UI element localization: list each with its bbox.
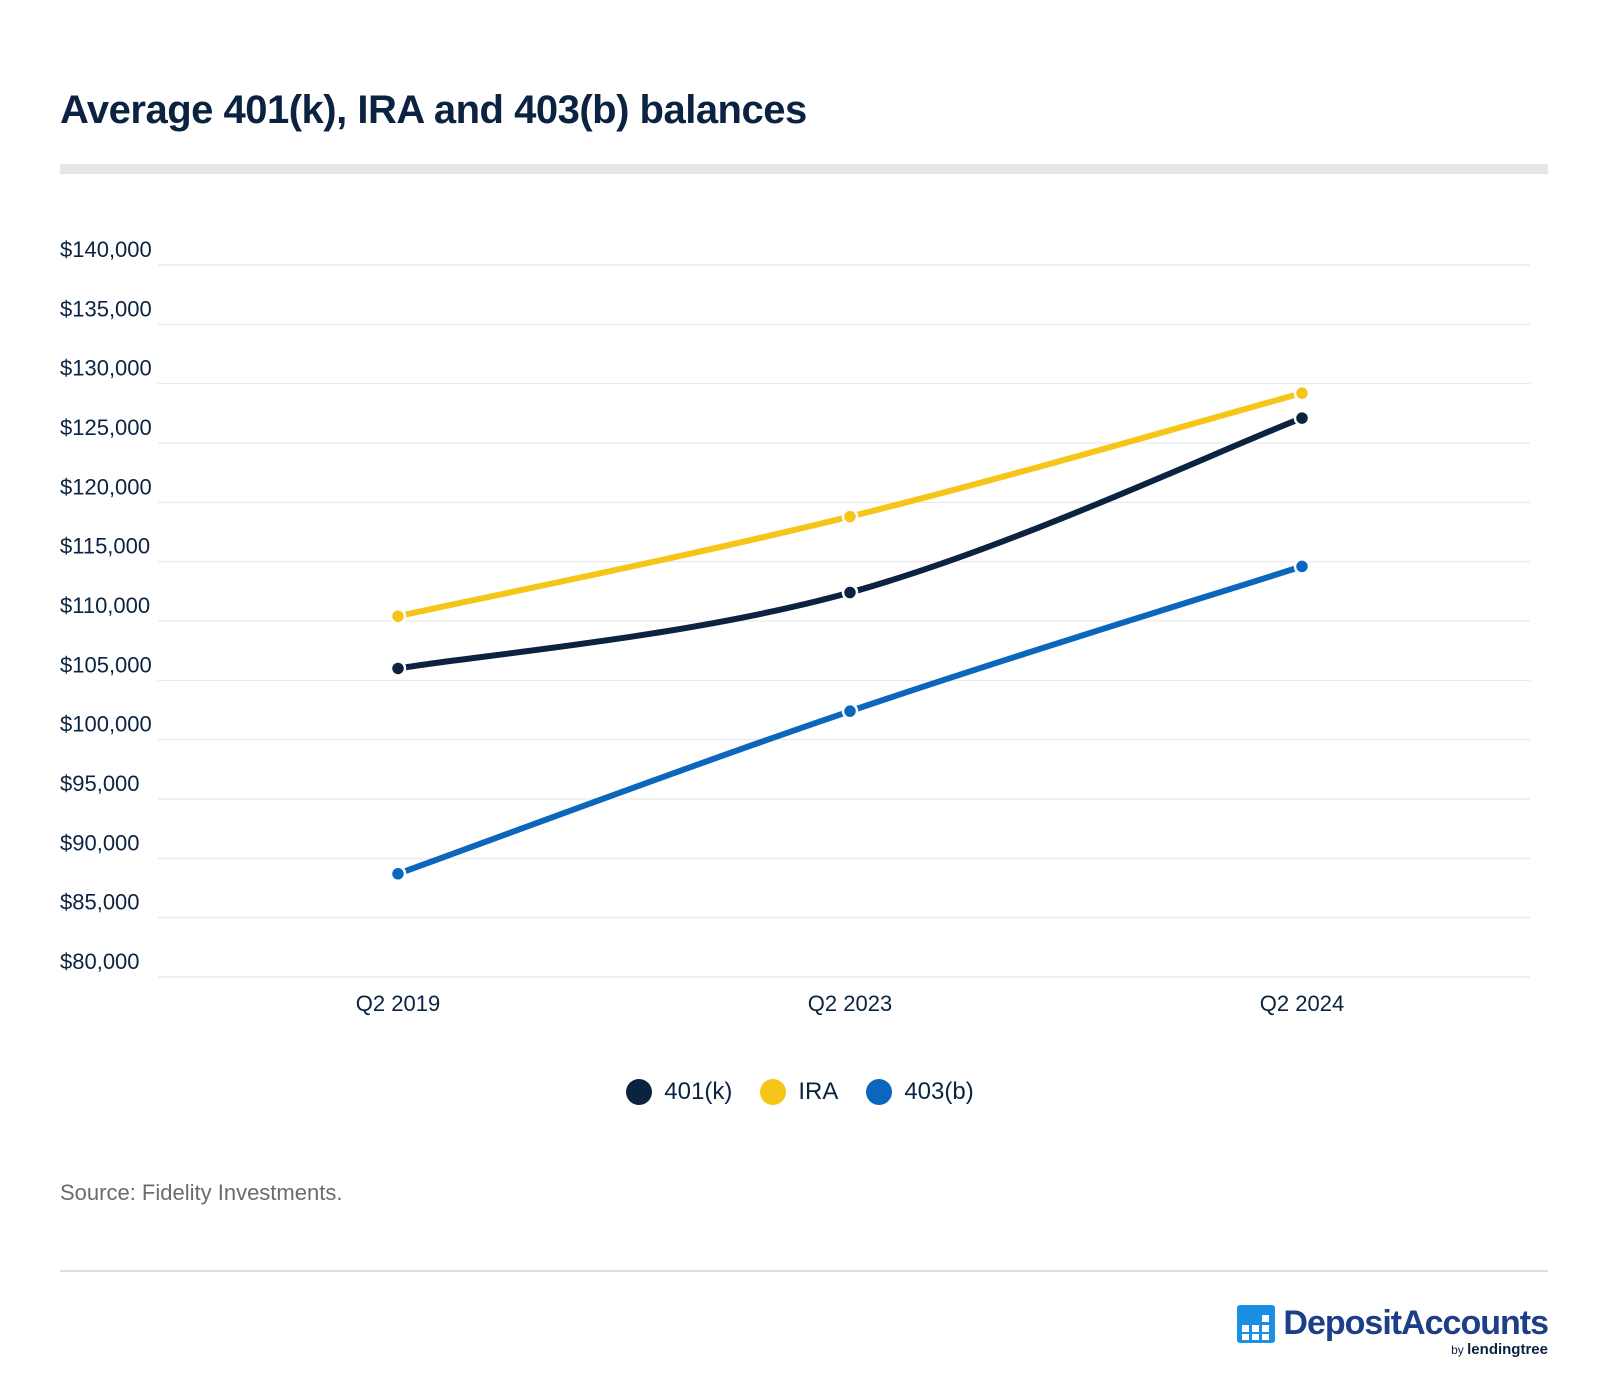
x-tick-label: Q2 2024 xyxy=(1260,991,1344,1016)
legend-label-ira: IRA xyxy=(798,1078,839,1105)
title-divider xyxy=(60,164,1548,174)
legend: 401(k) IRA 403(b) xyxy=(0,1078,1600,1106)
legend-marker-401k xyxy=(626,1079,653,1105)
y-tick-label: $115,000 xyxy=(60,534,150,559)
grid-lines xyxy=(158,264,1530,978)
x-tick-label: Q2 2023 xyxy=(808,991,892,1016)
legend-label-401k: 401(k) xyxy=(664,1078,733,1105)
source-note: Source: Fidelity Investments. xyxy=(60,1180,343,1205)
brand-partner: lendingtree xyxy=(1467,1341,1548,1358)
legend-item-ira[interactable]: IRA xyxy=(760,1078,838,1106)
legend-marker-ira xyxy=(760,1079,787,1105)
series-line-ira xyxy=(395,390,1305,620)
footer-divider xyxy=(60,1270,1548,1272)
series-lines xyxy=(395,390,1305,877)
y-tick-label: $110,000 xyxy=(60,593,150,618)
legend-item-403b[interactable]: 403(b) xyxy=(866,1078,974,1106)
x-tick-label: Q2 2019 xyxy=(356,991,440,1016)
y-tick-label: $80,000 xyxy=(60,949,140,974)
data-point-403b xyxy=(1293,558,1311,575)
data-point-401k xyxy=(389,660,407,677)
brand-by: by xyxy=(1451,1343,1464,1357)
y-tick-label: $100,000 xyxy=(60,712,152,737)
brand-logo[interactable]: DepositAccounts by lendingtree xyxy=(1237,1304,1549,1358)
data-point-ira xyxy=(389,608,407,625)
brand-byline: by lendingtree xyxy=(1451,1341,1548,1358)
series-points xyxy=(389,384,1311,883)
brand-grid-icon xyxy=(1237,1305,1276,1343)
data-point-403b xyxy=(389,865,407,883)
chart-title: Average 401(k), IRA and 403(b) balances xyxy=(60,88,807,132)
legend-item-401k[interactable]: 401(k) xyxy=(626,1078,732,1106)
y-tick-label: $130,000 xyxy=(60,356,152,381)
brand-name: DepositAccounts xyxy=(1283,1304,1549,1342)
x-axis-ticks: Q2 2019 Q2 2023 Q2 2024 xyxy=(356,991,1344,1016)
y-axis-ticks: $80,000 $85,000 $90,000 $95,000 $100,000 $105… xyxy=(60,237,152,974)
legend-marker-403b xyxy=(866,1079,893,1105)
y-tick-label: $135,000 xyxy=(60,296,152,321)
y-tick-label: $90,000 xyxy=(60,830,140,855)
data-point-403b xyxy=(841,702,859,720)
series-line-401k xyxy=(395,415,1305,672)
data-point-401k xyxy=(841,584,859,601)
y-tick-label: $125,000 xyxy=(60,415,152,440)
y-tick-label: $105,000 xyxy=(60,652,152,677)
legend-label-403b: 403(b) xyxy=(904,1078,974,1105)
series-line-403b xyxy=(395,563,1305,877)
line-chart: $80,000 $85,000 $90,000 $95,000 $100,000 $105… xyxy=(60,237,1530,1016)
y-tick-label: $140,000 xyxy=(60,237,152,262)
data-point-401k xyxy=(1293,409,1311,427)
y-tick-label: $95,000 xyxy=(60,771,140,796)
data-point-ira xyxy=(841,508,859,525)
y-tick-label: $85,000 xyxy=(60,890,140,915)
data-point-ira xyxy=(1293,384,1311,402)
y-tick-label: $120,000 xyxy=(60,474,152,499)
